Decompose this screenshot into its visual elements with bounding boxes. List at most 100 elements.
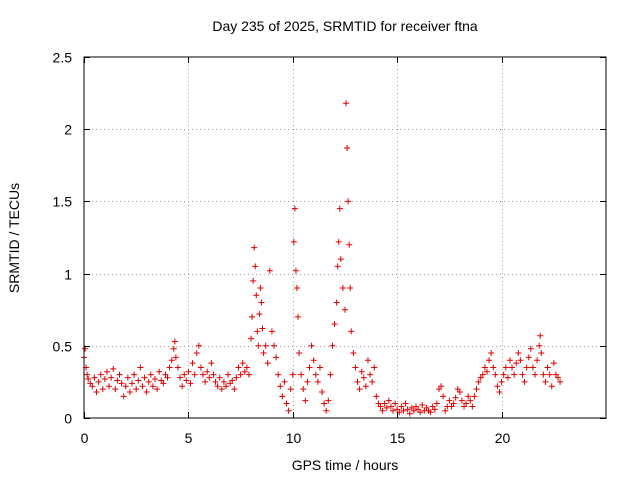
data-point: [204, 368, 211, 375]
data-point: [532, 371, 539, 378]
data-point: [483, 368, 490, 375]
data-point: [504, 374, 511, 381]
data-point: [513, 360, 520, 367]
data-point: [402, 400, 409, 407]
data-point: [210, 371, 217, 378]
data-point: [248, 335, 255, 342]
data-point: [496, 389, 503, 396]
x-tick-label: 20: [495, 430, 511, 446]
data-point: [233, 374, 240, 381]
data-point: [212, 378, 219, 385]
tick-labels: 0 0.5 1 1.5 2 2.5 0 5 10 15 20: [53, 50, 511, 447]
data-point: [304, 378, 311, 385]
data-point: [398, 403, 405, 410]
data-point: [321, 400, 328, 407]
data-point: [275, 371, 282, 378]
data-point: [452, 394, 459, 401]
data-point: [354, 378, 361, 385]
data-point: [377, 403, 384, 410]
data-point: [252, 263, 259, 270]
y-tick-label: 1: [64, 267, 72, 283]
data-point: [170, 345, 177, 352]
data-point: [427, 409, 434, 416]
data-point: [500, 371, 507, 378]
data-point: [521, 378, 528, 385]
data-point: [116, 371, 123, 378]
data-point: [191, 371, 198, 378]
data-point: [488, 350, 495, 357]
data-point: [151, 376, 158, 383]
data-point: [342, 306, 348, 313]
data-point: [333, 299, 340, 306]
y-tick-label: 0.5: [53, 339, 73, 355]
data-point: [193, 350, 200, 357]
grid-lines: [84, 57, 606, 418]
data-point: [168, 357, 175, 364]
data-point: [202, 378, 209, 385]
axis-ticks: [84, 57, 606, 419]
data-point: [442, 407, 449, 414]
data-point: [344, 144, 351, 151]
data-point: [348, 328, 355, 335]
data-point: [554, 374, 561, 381]
data-point: [277, 383, 284, 390]
data-point: [336, 205, 343, 212]
chart-title: Day 235 of 2025, SRMTID for receiver ftn…: [212, 18, 478, 34]
data-point: [216, 374, 223, 381]
data-point: [164, 374, 171, 381]
data-point: [189, 360, 196, 367]
data-point: [292, 267, 299, 274]
data-point: [174, 364, 181, 371]
data-point: [93, 389, 100, 396]
data-point: [166, 364, 173, 371]
data-point: [385, 397, 392, 404]
data-point: [335, 238, 342, 245]
data-point: [264, 360, 271, 367]
data-point: [319, 389, 326, 396]
data-point: [241, 368, 248, 375]
x-tick-label: 0: [81, 430, 89, 446]
data-point: [112, 386, 119, 393]
data-point: [467, 397, 474, 404]
data-point: [350, 350, 357, 357]
data-point: [291, 205, 298, 212]
data-point: [529, 364, 536, 371]
data-point: [220, 378, 227, 385]
data-point: [108, 374, 115, 381]
data-point: [260, 350, 267, 357]
data-point: [214, 383, 221, 390]
data-point: [300, 386, 307, 393]
data-point: [145, 378, 152, 385]
data-point: [99, 386, 106, 393]
data-point: [465, 393, 472, 400]
data-point: [147, 371, 154, 378]
data-point: [379, 407, 386, 414]
data-point: [345, 198, 352, 205]
data-point: [383, 404, 390, 411]
data-point: [103, 368, 110, 375]
x-tick-label: 10: [286, 430, 302, 446]
y-tick-label: 1.5: [53, 194, 73, 210]
data-point: [251, 244, 258, 251]
data-point: [106, 383, 113, 390]
data-point: [293, 285, 300, 292]
data-point: [433, 400, 440, 407]
data-point: [133, 386, 140, 393]
data-point: [295, 313, 302, 320]
data-point: [273, 354, 280, 361]
data-point: [438, 383, 445, 390]
data-point: [523, 364, 530, 371]
data-point: [235, 364, 242, 371]
data-point: [373, 393, 380, 400]
data-point: [431, 406, 438, 413]
data-point: [306, 364, 313, 371]
data-point: [502, 364, 509, 371]
data-point: [410, 407, 417, 414]
data-point: [283, 400, 290, 407]
data-point: [218, 386, 225, 393]
data-point: [250, 277, 257, 284]
data-point: [347, 285, 354, 292]
data-point: [446, 397, 453, 404]
data-point: [542, 378, 549, 385]
x-axis-label: GPS time / hours: [292, 457, 399, 473]
